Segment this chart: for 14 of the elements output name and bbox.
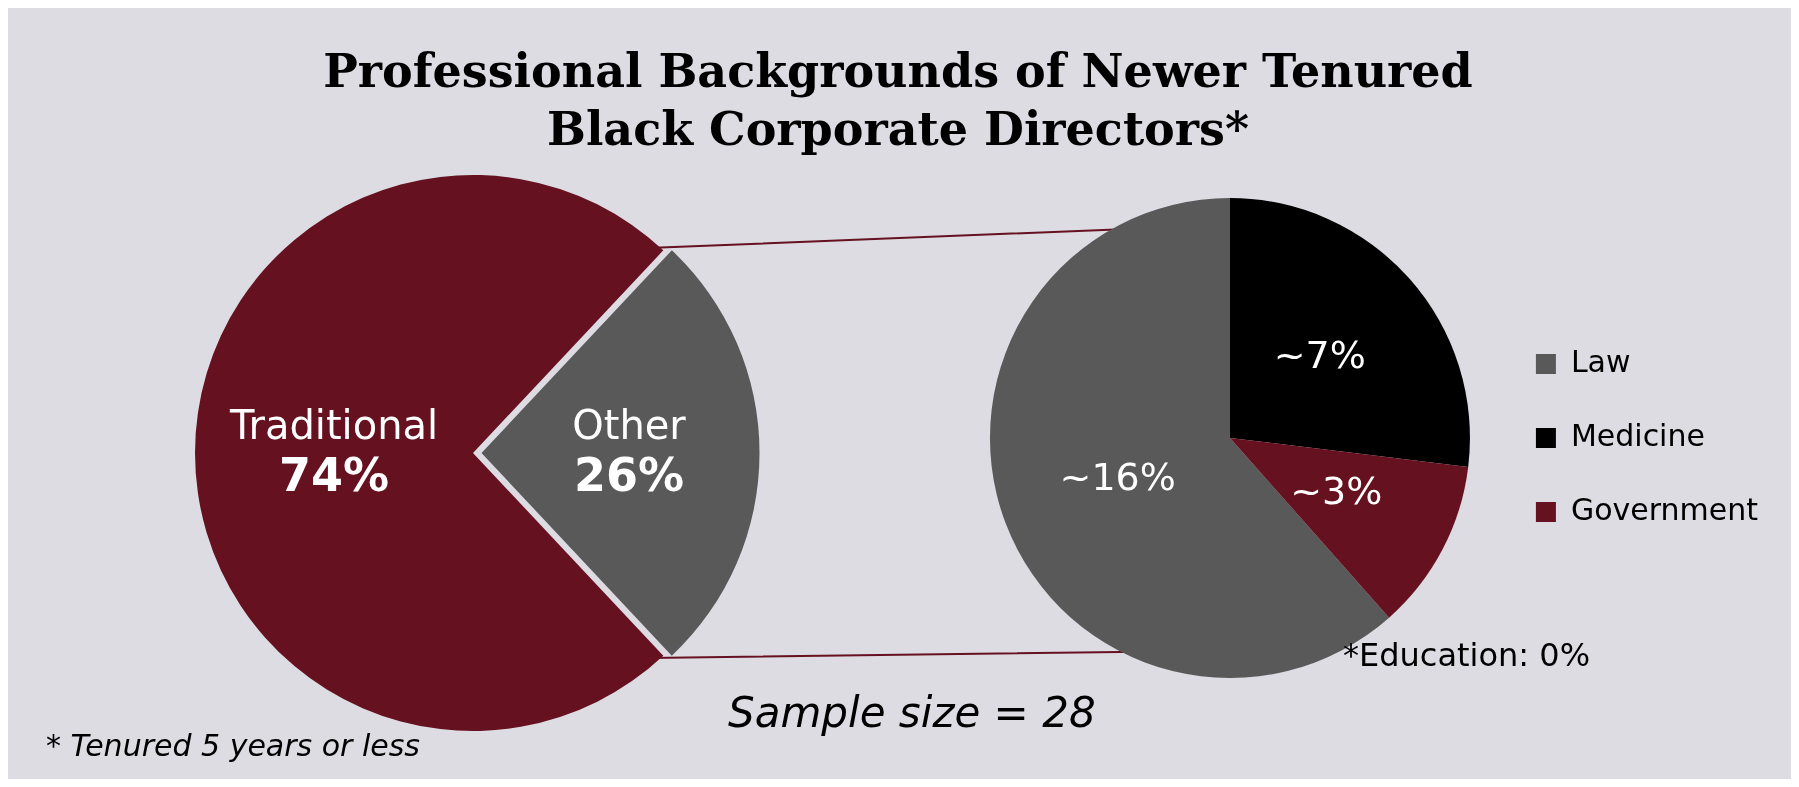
- text: *Education: 0%: [1343, 636, 1591, 674]
- legend-label: Law: [1570, 343, 1631, 379]
- legend-label: Government: [1570, 491, 1759, 527]
- slice-label: Other: [572, 402, 687, 449]
- slice-label: Traditional: [228, 402, 439, 449]
- legend-label: Medicine: [1570, 417, 1705, 453]
- data-label: ~16%: [1059, 455, 1176, 500]
- text: Sample size = 28: [728, 688, 1096, 737]
- data-label: 74%: [278, 447, 390, 502]
- text: * Tenured 5 years or less: [46, 728, 421, 763]
- text: Professional Backgrounds of Newer Tenured Black Corporate Directors*: [322, 43, 1474, 158]
- data-label: 26%: [573, 447, 685, 502]
- data-label: ~7%: [1273, 333, 1366, 378]
- data-label: ~3%: [1290, 468, 1383, 513]
